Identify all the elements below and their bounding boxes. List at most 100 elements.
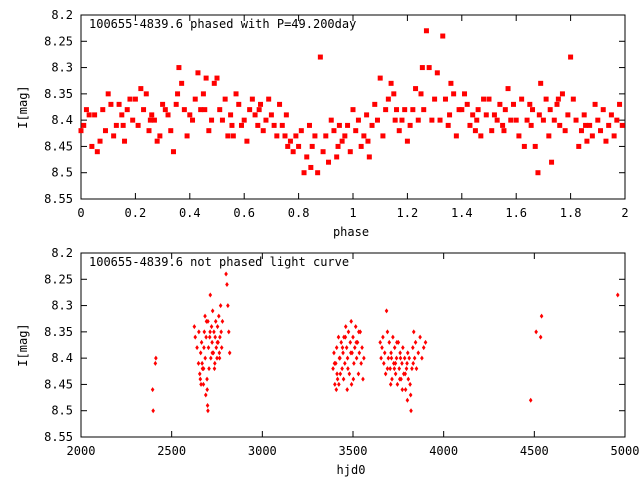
data-point: [554, 101, 560, 107]
data-point: [383, 107, 389, 113]
y-tick-label: 8.5: [51, 166, 73, 180]
data-point: [333, 381, 337, 387]
data-point: [199, 381, 203, 387]
data-point: [502, 107, 508, 113]
y-tick-label: 8.2: [51, 246, 73, 260]
data-point: [279, 122, 285, 128]
data-point: [247, 107, 253, 113]
data-point: [398, 355, 403, 361]
data-point: [462, 91, 468, 97]
data-point: [505, 86, 511, 92]
y-tick-label: 8.5: [51, 404, 73, 418]
data-point: [345, 355, 350, 361]
data-point: [102, 128, 108, 134]
data-point: [399, 117, 405, 123]
data-point: [388, 80, 394, 86]
data-point: [364, 112, 370, 118]
data-point: [157, 133, 163, 139]
data-point: [94, 149, 100, 155]
data-point: [410, 366, 414, 372]
data-point: [170, 149, 176, 155]
data-point: [343, 324, 348, 330]
data-point: [346, 366, 350, 372]
data-point: [201, 381, 206, 387]
data-point: [263, 117, 269, 123]
data-point: [337, 381, 341, 387]
data-point: [617, 101, 623, 107]
data-point: [218, 303, 223, 309]
y-tick-label: 8.55: [44, 192, 73, 206]
data-point: [222, 96, 228, 102]
data-point: [336, 334, 341, 340]
data-point: [217, 350, 222, 356]
data-point: [198, 107, 204, 113]
data-point: [351, 334, 355, 340]
data-point: [198, 350, 203, 356]
y-tick-label: 8.25: [44, 272, 73, 286]
data-point: [266, 96, 272, 102]
data-point: [384, 308, 389, 314]
data-point: [214, 75, 220, 81]
data-point: [402, 355, 407, 361]
data-point: [347, 371, 352, 377]
data-point: [583, 122, 589, 128]
data-point: [486, 96, 492, 102]
data-point: [86, 112, 92, 118]
data-point: [614, 117, 620, 123]
data-point: [226, 303, 230, 309]
data-point: [589, 133, 595, 139]
data-point: [619, 122, 625, 128]
data-point: [420, 355, 424, 361]
data-point: [366, 154, 372, 160]
data-point: [282, 133, 288, 139]
data-point: [378, 339, 382, 345]
data-point: [213, 318, 218, 324]
data-point: [236, 101, 242, 107]
data-point: [419, 65, 425, 71]
data-point: [388, 366, 392, 372]
data-point: [394, 355, 399, 361]
y-axis-label: I[mag]: [16, 323, 30, 366]
data-point: [538, 334, 543, 340]
data-point: [209, 355, 213, 361]
data-point: [411, 345, 415, 351]
data-point: [357, 350, 362, 356]
data-point: [391, 91, 397, 97]
data-point: [277, 101, 283, 107]
data-point: [195, 345, 199, 351]
data-point: [100, 107, 106, 113]
data-point: [119, 112, 125, 118]
data-point: [331, 128, 337, 134]
y-tick-label: 8.4: [51, 113, 73, 127]
data-point: [516, 133, 522, 139]
data-point: [600, 107, 606, 113]
data-point: [412, 355, 417, 361]
data-point: [540, 117, 546, 123]
data-point: [124, 107, 130, 113]
data-point: [197, 371, 202, 377]
y-tick-label: 8.35: [44, 87, 73, 101]
data-point: [351, 376, 356, 382]
data-point: [111, 133, 117, 139]
data-point: [227, 350, 232, 356]
data-point: [213, 334, 217, 340]
data-point: [377, 75, 383, 81]
data-point: [226, 329, 231, 335]
data-point: [361, 376, 365, 382]
y-tick-label: 8.2: [51, 8, 73, 22]
data-point: [349, 381, 354, 387]
data-point: [404, 138, 410, 144]
data-point: [217, 313, 221, 319]
data-point: [193, 334, 198, 340]
y-tick-label: 8.3: [51, 61, 73, 75]
data-point: [181, 107, 187, 113]
data-point: [341, 376, 346, 382]
data-point: [513, 117, 519, 123]
data-point: [379, 355, 383, 361]
data-point: [349, 318, 353, 324]
data-point: [215, 339, 220, 345]
data-point: [334, 387, 339, 393]
data-point: [168, 128, 174, 134]
data-point: [215, 324, 220, 330]
